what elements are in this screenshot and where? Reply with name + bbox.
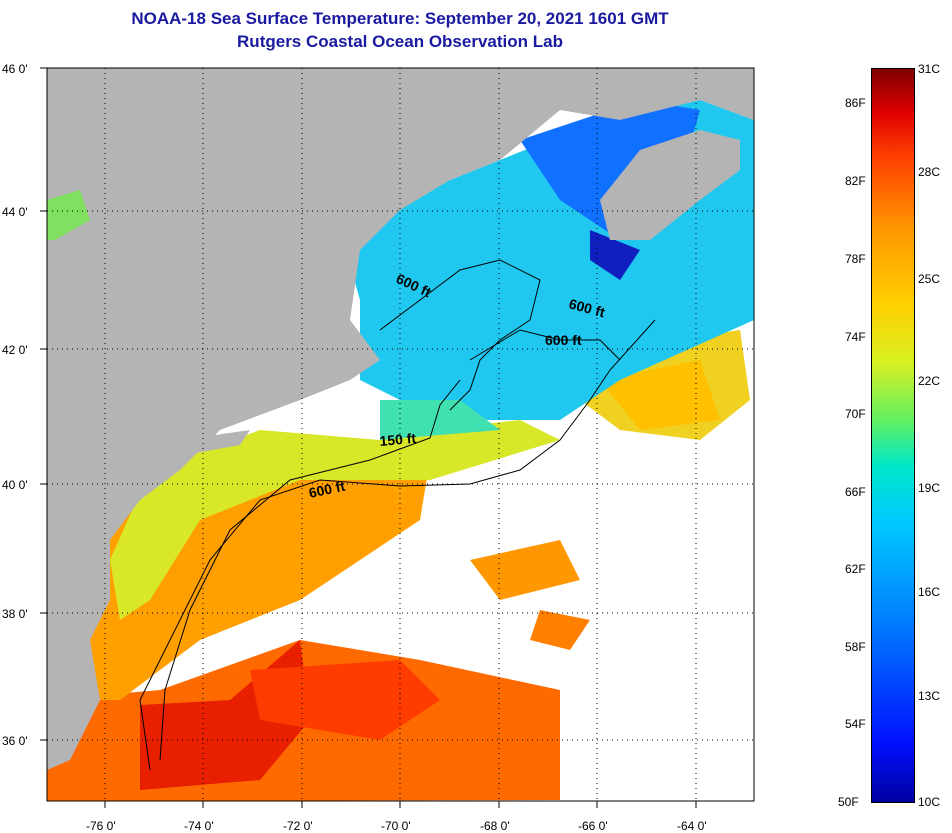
colorbar-fahrenheit-label: 86F bbox=[845, 96, 866, 110]
graticule bbox=[47, 68, 754, 801]
colorbar-fahrenheit-label: 50F bbox=[838, 795, 859, 809]
colorbar-fahrenheit-label: 70F bbox=[845, 407, 866, 421]
shelf-water-region bbox=[110, 420, 560, 620]
colorbar-celsius-label: 13C bbox=[918, 689, 941, 703]
longitude-label: -70 0' bbox=[381, 819, 411, 833]
latitude-label: 38 0' bbox=[2, 607, 28, 621]
colorbar-celsius-label: 10C bbox=[918, 795, 941, 809]
colorbar-fahrenheit-label: 62F bbox=[845, 562, 866, 576]
latitude-label: 42 0' bbox=[2, 343, 28, 357]
hot-water-patch bbox=[250, 660, 440, 740]
contour-label: 600 ft bbox=[307, 478, 346, 501]
latitude-label: 44 0' bbox=[2, 205, 28, 219]
longitude-label: -64 0' bbox=[677, 819, 707, 833]
map-title: NOAA-18 Sea Surface Temperature: Septemb… bbox=[131, 9, 669, 28]
latitude-label: 46 0' bbox=[2, 62, 28, 76]
colorbar-celsius-label: 22C bbox=[918, 374, 941, 388]
longitude-label: -76 0' bbox=[86, 819, 116, 833]
depth-contour-600ft bbox=[139, 319, 656, 771]
longitude-label: -68 0' bbox=[480, 819, 510, 833]
nova-scotia-landmass bbox=[600, 130, 740, 240]
offshore-warm-patch-2 bbox=[530, 610, 590, 650]
eastern-orange-band bbox=[600, 360, 720, 430]
colorbar-fahrenheit-label: 74F bbox=[845, 330, 866, 344]
georges-bank-contour bbox=[469, 329, 621, 361]
colorbar-fahrenheit-label: 82F bbox=[845, 174, 866, 188]
temperature-colorbar bbox=[871, 68, 915, 803]
colorbar-celsius-label: 16C bbox=[918, 585, 941, 599]
axis-ticks bbox=[40, 67, 697, 808]
contour-label: 150 ft bbox=[379, 430, 417, 449]
contour-label: 600 ft bbox=[545, 332, 582, 348]
longitude-label: -74 0' bbox=[184, 819, 214, 833]
colorbar-celsius-label: 28C bbox=[918, 165, 941, 179]
gulf-of-maine-contour bbox=[379, 259, 541, 411]
longitude-label: -72 0' bbox=[283, 819, 313, 833]
map-subtitle: Rutgers Coastal Ocean Observation Lab bbox=[237, 32, 563, 51]
colorbar-fahrenheit-label: 66F bbox=[845, 485, 866, 499]
colorbar-fahrenheit-label: 78F bbox=[845, 252, 866, 266]
colorbar-celsius-label: 25C bbox=[918, 272, 941, 286]
colorbar-fahrenheit-label: 54F bbox=[845, 717, 866, 731]
colorbar-celsius-label: 19C bbox=[918, 481, 941, 495]
latitude-label: 36 0' bbox=[2, 734, 28, 748]
offshore-warm-patch bbox=[470, 540, 580, 600]
latitude-label: 40 0' bbox=[2, 478, 28, 492]
colorbar-fahrenheit-label: 58F bbox=[845, 640, 866, 654]
longitude-label: -66 0' bbox=[578, 819, 608, 833]
very-cold-patch bbox=[590, 230, 640, 280]
lake-ontario bbox=[47, 190, 90, 240]
transition-water bbox=[380, 400, 500, 440]
mainland-landmass bbox=[47, 68, 754, 770]
long-island bbox=[180, 430, 250, 455]
depth-contour-150ft bbox=[159, 379, 461, 761]
colorbar-celsius-label: 31C bbox=[918, 62, 941, 76]
